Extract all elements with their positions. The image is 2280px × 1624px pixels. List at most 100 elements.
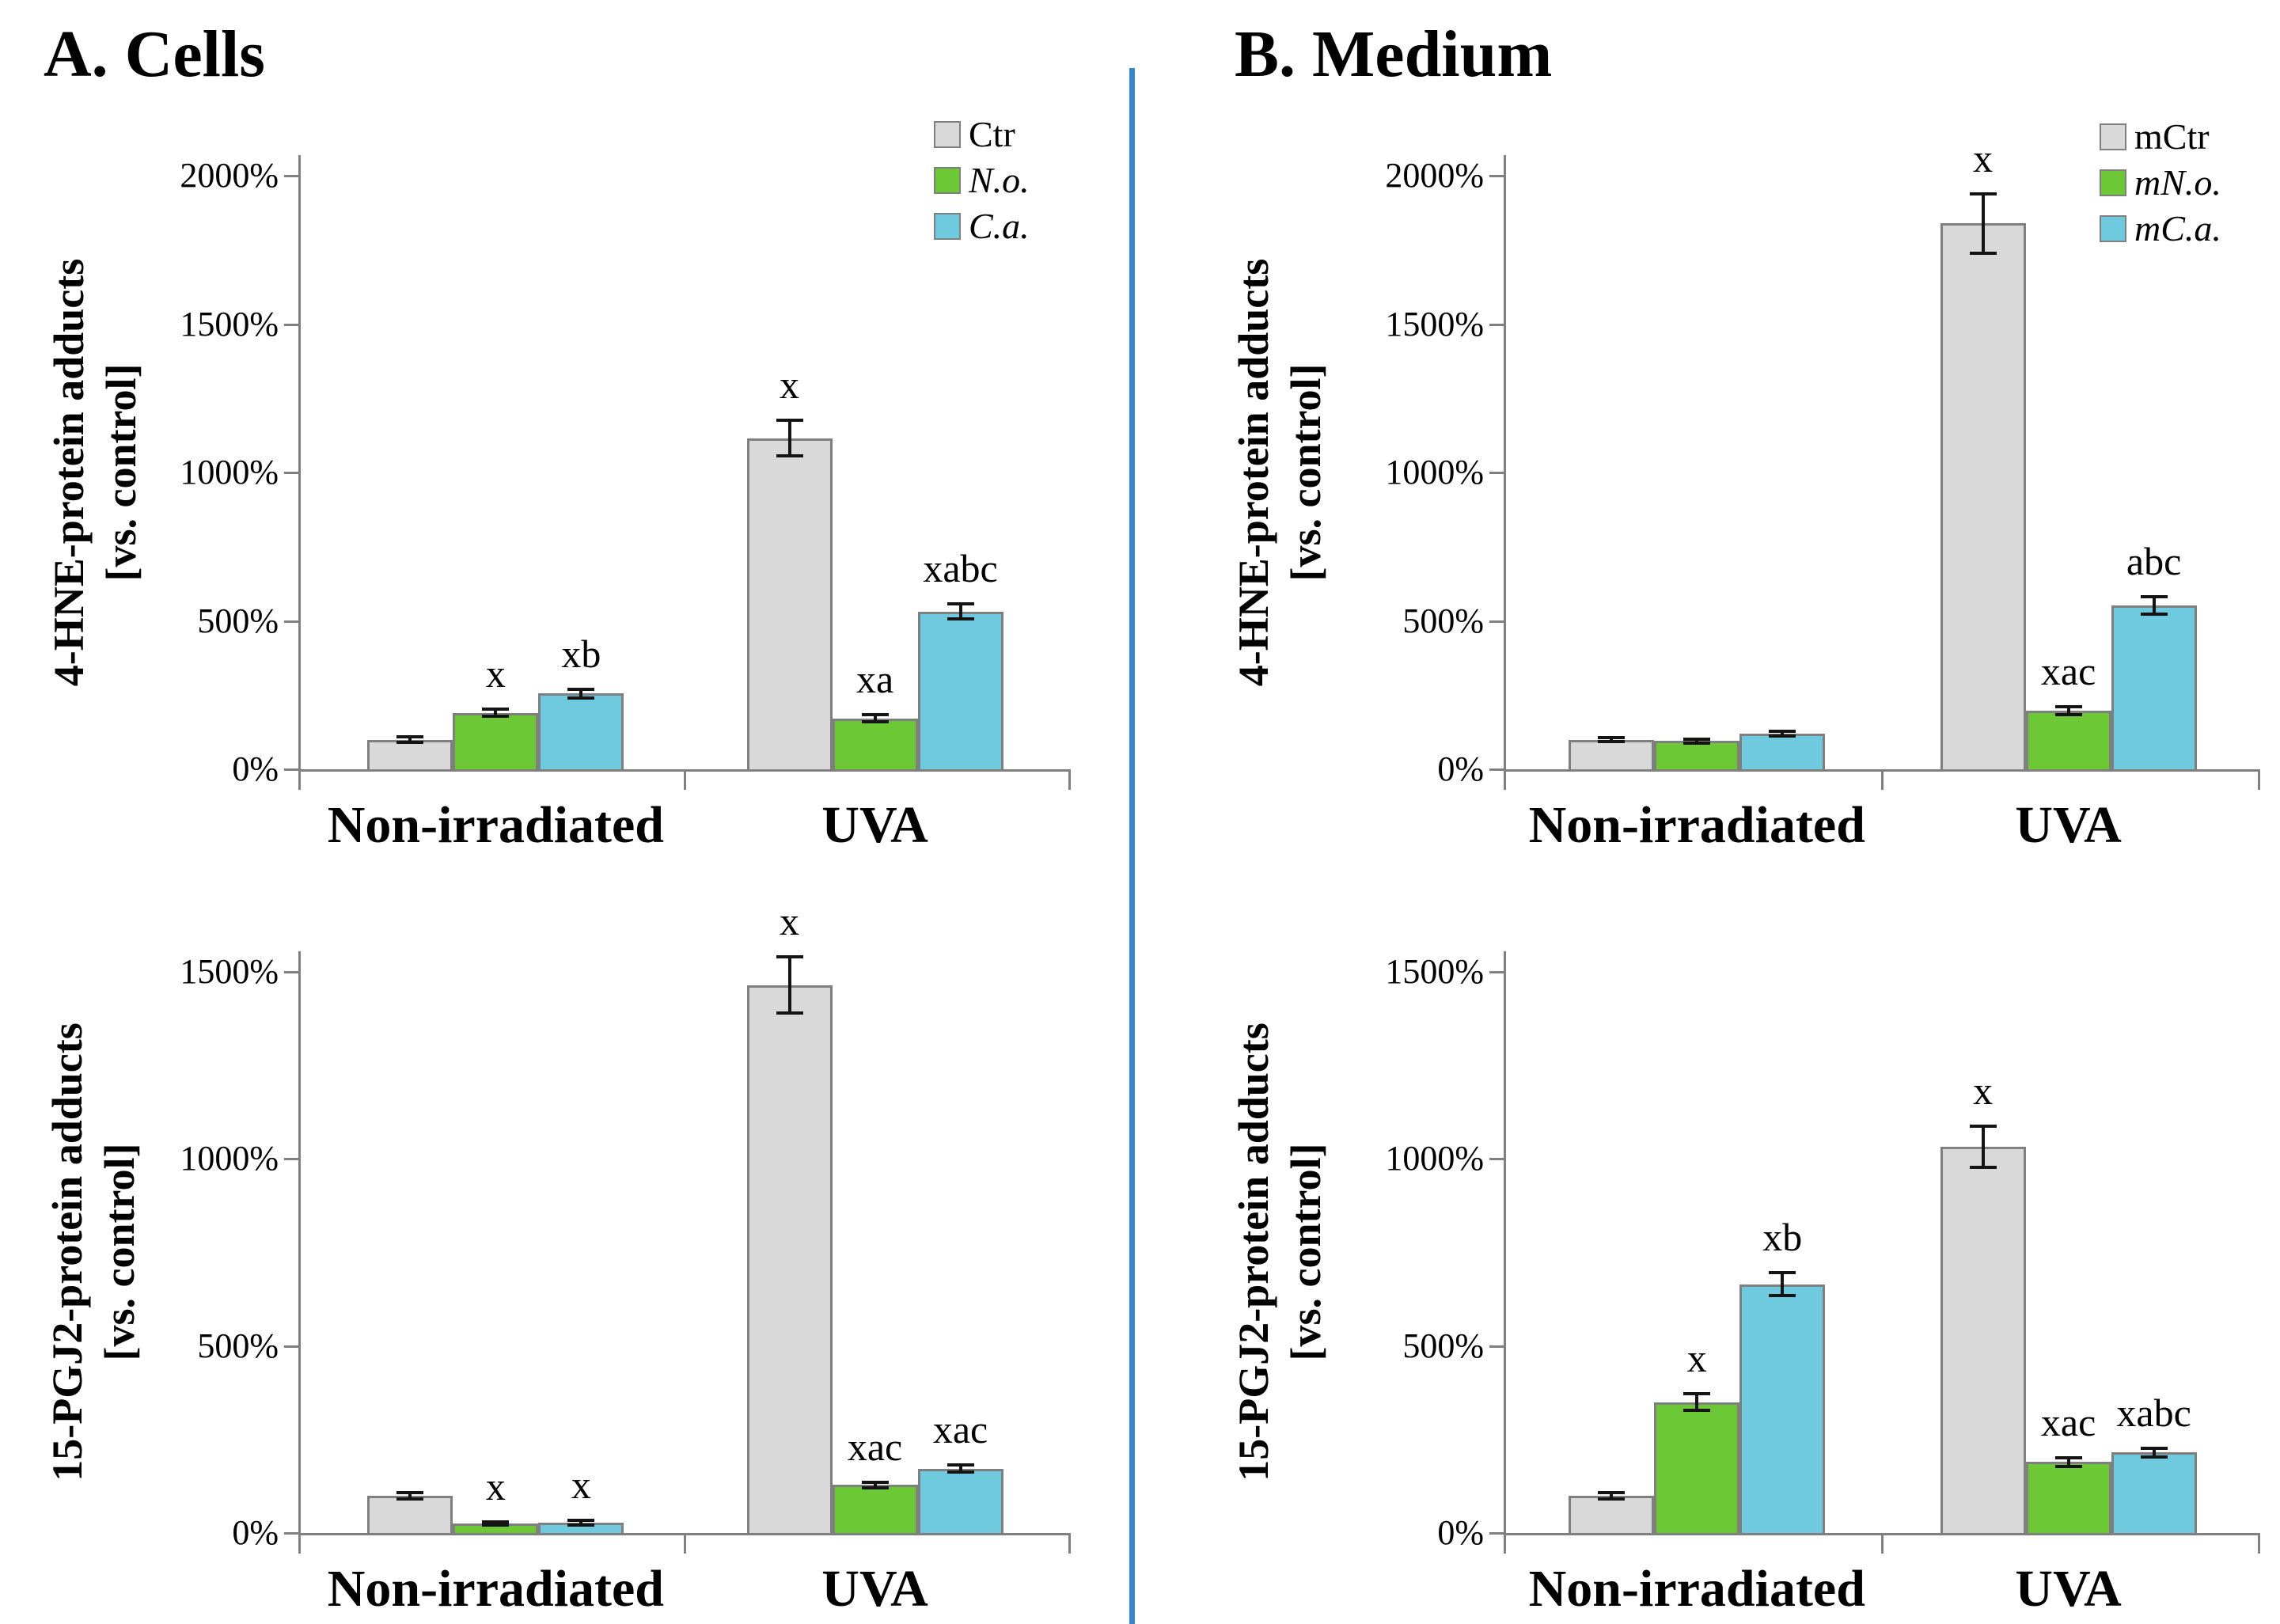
legend-swatch-mCa	[2100, 215, 2126, 242]
error-bar-cap-bottom	[776, 454, 803, 458]
bar-mCa-uva	[2111, 605, 2197, 772]
bar-No-uva	[832, 1485, 918, 1535]
error-bar-cap-top	[567, 688, 595, 692]
x-category-label: Non-irradiated	[327, 796, 665, 854]
error-bar-stem	[2152, 596, 2156, 615]
error-bar-stem	[1781, 1273, 1785, 1296]
y-axis-title: 15-PGJ2-protein adducts [vs. control]	[1216, 888, 1343, 1616]
y-tick-mark	[1489, 175, 1504, 177]
y-tick-label: 1000%	[180, 1139, 279, 1178]
error-bar-stem	[1695, 1394, 1699, 1410]
x-tick-mark	[1068, 769, 1071, 790]
bar-Ca-uva	[917, 1468, 1003, 1535]
significance-label: abc	[2126, 538, 2182, 583]
y-tick-label: 2000%	[180, 156, 279, 195]
y-tick-label: 1500%	[180, 952, 279, 991]
error-bar-cap-bottom	[396, 741, 424, 745]
y-tick-label: 1500%	[180, 304, 279, 343]
error-bar-stem	[2152, 1448, 2156, 1458]
significance-label: x	[485, 651, 506, 696]
y-tick-mark	[1489, 1532, 1504, 1535]
significance-label: x	[1973, 1068, 1994, 1114]
legend-label-Ca: C.a.	[969, 206, 1030, 246]
error-bar-cap-bottom	[1598, 1497, 1626, 1501]
x-tick-mark	[1504, 1533, 1506, 1554]
error-bar-cap-bottom	[2140, 613, 2168, 617]
bar-Ctr-uva	[746, 438, 833, 772]
error-bar-cap-top	[1598, 1490, 1626, 1494]
x-tick-mark	[1504, 769, 1506, 790]
error-bar-cap-top	[1969, 192, 1997, 195]
y-tick-mark	[284, 1532, 298, 1535]
y-tick-mark	[284, 472, 298, 474]
y-axis-line-chart0	[298, 155, 301, 772]
legend-swatch-Ctr	[934, 121, 961, 148]
x-category-label: UVA	[2015, 796, 2122, 854]
x-category-label: UVA	[821, 1560, 928, 1618]
bar-mNo-uva	[2025, 1462, 2111, 1535]
error-bar-cap-bottom	[396, 1497, 424, 1501]
x-category-label: Non-irradiated	[1528, 796, 1865, 854]
y-axis-line-chart1	[1504, 155, 1506, 772]
x-tick-mark	[298, 769, 301, 790]
x-category-label: Non-irradiated	[1528, 1560, 1865, 1618]
error-bar-stem	[1781, 731, 1785, 736]
bar-mCtr-nonirr	[1569, 1495, 1655, 1535]
y-axis-title: 15-PGJ2-protein adducts [vs. control]	[30, 888, 157, 1616]
y-axis-title-line2: [vs. control]	[1282, 1143, 1330, 1361]
error-bar-stem	[2066, 706, 2070, 715]
error-bar-cap-bottom	[1769, 734, 1796, 738]
error-bar-cap-top	[2054, 1455, 2082, 1459]
y-tick-mark	[284, 1345, 298, 1348]
y-axis-title-line1: 4-HNE-protein adducts	[45, 258, 93, 687]
x-tick-mark	[298, 1533, 301, 1554]
significance-label: x	[780, 899, 800, 944]
bar-mCa-nonirr	[1739, 1284, 1826, 1535]
y-tick-label: 1500%	[1385, 952, 1484, 991]
error-bar-cap-top	[1683, 1392, 1711, 1396]
y-tick-mark	[1489, 1345, 1504, 1348]
y-tick-label: 500%	[197, 601, 279, 640]
error-bar-cap-bottom	[861, 1486, 889, 1490]
legend-swatch-mNo	[2100, 169, 2126, 196]
y-tick-label: 0%	[232, 749, 279, 788]
y-axis-title-line2: [vs. control]	[1282, 363, 1330, 582]
error-bar-stem	[2066, 1457, 2070, 1467]
x-tick-mark	[1880, 769, 1884, 790]
bar-Ca-nonirr	[538, 693, 624, 772]
error-bar-cap-bottom	[1598, 739, 1626, 743]
error-bar-stem	[494, 709, 498, 717]
y-tick-mark	[284, 175, 298, 177]
y-axis-line-chart3	[1504, 951, 1506, 1535]
y-tick-label: 1000%	[1385, 1139, 1484, 1178]
error-bar-cap-bottom	[776, 1011, 803, 1015]
y-axis-title: 4-HNE-protein adducts [vs. control]	[32, 108, 158, 837]
error-bar-cap-bottom	[482, 715, 510, 719]
error-bar-stem	[873, 1482, 877, 1489]
error-bar-cap-bottom	[2140, 1455, 2168, 1459]
legend-label-Ctr: Ctr	[969, 114, 1015, 154]
error-bar-stem	[1610, 1492, 1614, 1499]
bar-No-uva	[832, 718, 918, 772]
bar-mCtr-nonirr	[1569, 739, 1655, 772]
error-bar-stem	[579, 1520, 583, 1525]
error-bar-cap-top	[2140, 1446, 2168, 1450]
error-bar-cap-bottom	[861, 720, 889, 723]
error-bar-stem	[958, 1464, 962, 1473]
bar-mNo-uva	[2025, 711, 2111, 772]
significance-label: xa	[855, 657, 894, 701]
legend-label-mNo: mN.o.	[2134, 162, 2221, 203]
x-category-label: UVA	[821, 796, 928, 854]
significance-label: xabc	[2116, 1390, 2191, 1435]
bar-mCtr-uva	[1940, 223, 2026, 772]
y-axis-title-line1: 4-HNE-protein adducts	[1230, 258, 1277, 687]
y-tick-label: 1000%	[1385, 453, 1484, 491]
y-tick-label: 500%	[1402, 601, 1484, 640]
error-bar-cap-top	[947, 1463, 974, 1467]
error-bar-cap-top	[482, 1520, 510, 1524]
panel-b-title: B. Medium	[1235, 17, 1553, 91]
legend-label-mCa: mC.a.	[2134, 208, 2221, 249]
y-tick-label: 0%	[232, 1513, 279, 1552]
error-bar-cap-top	[861, 713, 889, 716]
panel-a-title: A. Cells	[44, 17, 265, 91]
